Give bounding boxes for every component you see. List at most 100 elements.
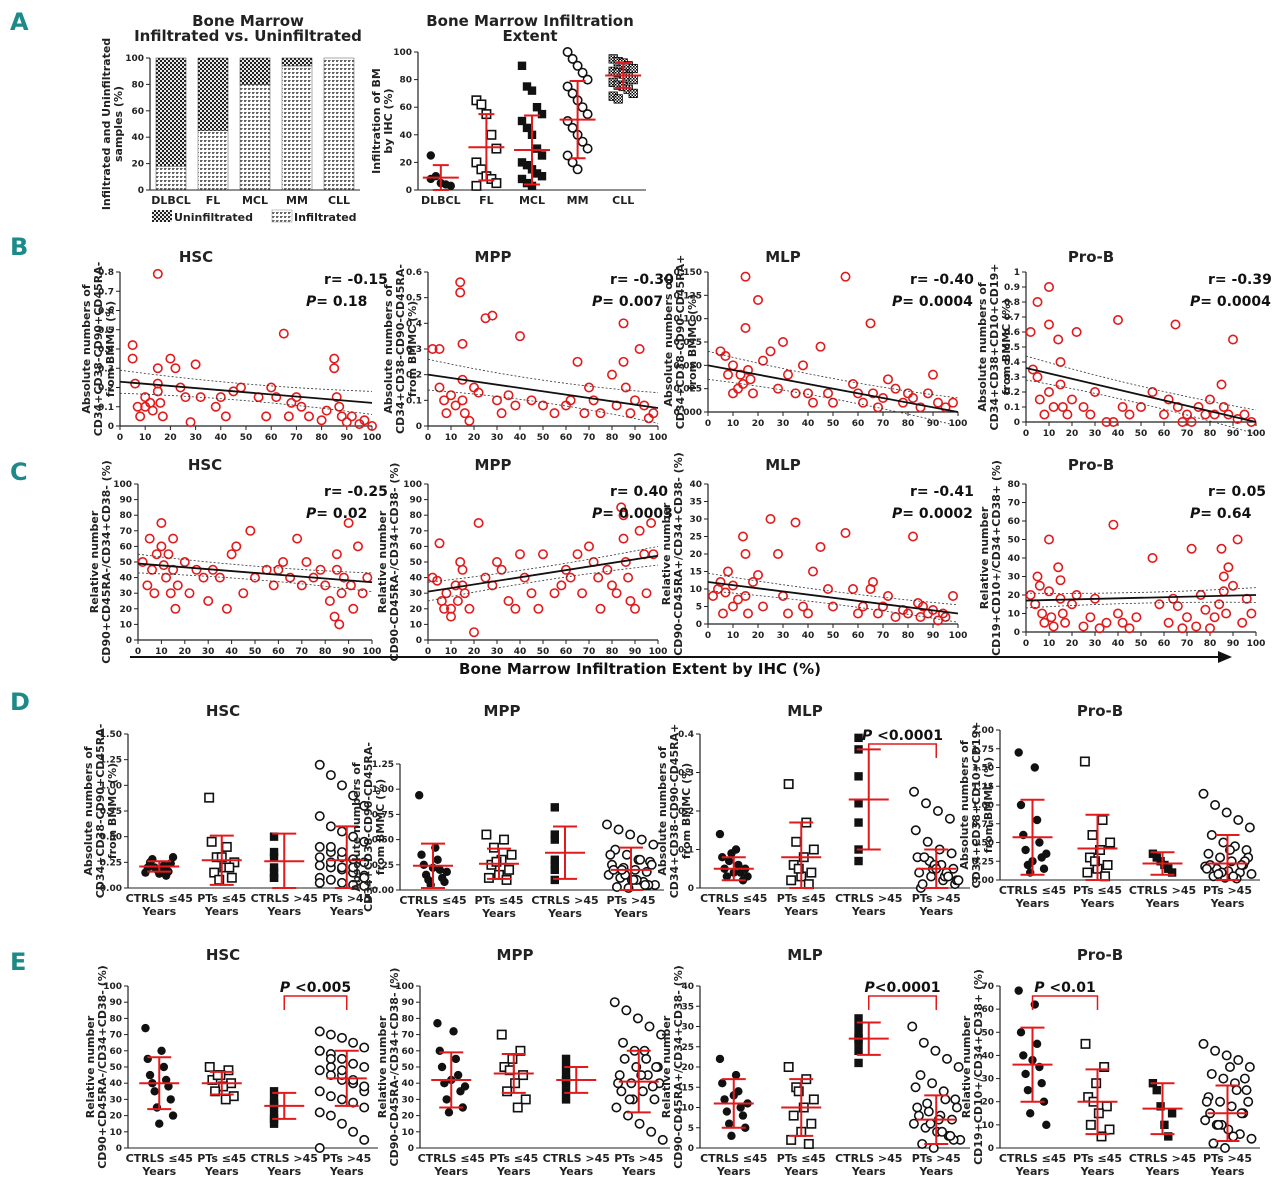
data-point [449, 1027, 458, 1036]
x-tick-label: 90 [1227, 639, 1240, 649]
data-point [220, 411, 231, 422]
data-point [797, 360, 808, 371]
y-tick-label: 1.25 [372, 760, 394, 770]
data-point [434, 538, 445, 549]
data-point [278, 556, 289, 567]
x-tick-label: 10 [445, 647, 458, 657]
bar-infiltrated [197, 130, 229, 191]
data-point [621, 849, 632, 860]
data-point [329, 611, 340, 622]
data-point [445, 611, 456, 622]
data-point [348, 603, 359, 614]
data-point [802, 608, 813, 619]
data-point [1016, 1028, 1026, 1037]
x-tick-label: 10 [1043, 429, 1056, 439]
data-point [510, 603, 521, 614]
y-axis-label: Relative numberCD19+CD10+/CD34+CD38+ (%) [960, 969, 985, 1165]
y-tick-label: 25 [689, 533, 702, 543]
x-tick-label: CLL [328, 194, 350, 207]
data-point [737, 531, 748, 542]
data-point [1228, 1131, 1239, 1142]
data-point [919, 852, 930, 863]
y-tick-label: 0 [1014, 418, 1020, 428]
data-point [1055, 379, 1066, 390]
panel-label-a: A [10, 8, 29, 36]
data-point [647, 1081, 658, 1092]
y-tick-label: 0.00 [100, 884, 122, 894]
y-tick-label: 0.8 [98, 268, 114, 278]
data-point [334, 401, 345, 412]
significance-label: P <0.0001 [862, 728, 943, 744]
data-point [127, 340, 138, 351]
significance-bracket [1031, 995, 1099, 1010]
y-tick-label: 80 [399, 76, 412, 86]
data-point [1218, 1073, 1229, 1084]
data-point [329, 353, 340, 364]
x-tick-label: 90 [629, 647, 642, 657]
data-point [808, 1094, 819, 1105]
data-point [640, 879, 651, 890]
x-tick-label: 90 [1227, 429, 1240, 439]
x-tick-label: CTRLS ≤45 Years [126, 1152, 193, 1178]
x-tick-label: CTRLS ≤45 Years [999, 1152, 1066, 1178]
y-tick-label: 0.75 [372, 810, 394, 820]
data-point [618, 356, 629, 367]
data-point [452, 595, 463, 606]
data-point [510, 1078, 521, 1089]
data-point [565, 395, 576, 406]
data-point [163, 549, 174, 560]
data-point [149, 588, 160, 599]
data-point [198, 572, 209, 583]
data-point [1039, 617, 1050, 628]
bar-uninfiltrated [155, 57, 187, 167]
data-point [629, 395, 640, 406]
data-point [303, 411, 314, 422]
y-tick-label: 0.5 [98, 326, 114, 336]
data-point [740, 548, 751, 559]
data-point [772, 383, 783, 394]
data-point [747, 388, 758, 399]
y-tick-label: 0.3 [1004, 373, 1020, 383]
data-point [1014, 748, 1023, 757]
data-point [285, 572, 296, 583]
y-tick-label: 70 [409, 527, 422, 537]
y-tick-label: 40 [681, 982, 694, 992]
data-point [1201, 863, 1212, 874]
x-tick-label: 20 [179, 647, 192, 657]
data-point [1021, 1069, 1030, 1079]
data-point [168, 853, 178, 862]
y-tick-label: 30 [681, 1023, 694, 1033]
x-tick-label: 70 [290, 433, 303, 443]
y-tick-label: 60 [119, 542, 132, 552]
chart-d1: HSC 0.00 0.25 0.50 0.75 1.00 1.25 1.50Absolute … [82, 702, 378, 918]
data-point [214, 572, 225, 583]
significance-bracket [283, 995, 348, 1010]
data-point [1160, 1120, 1169, 1130]
data-point [457, 338, 468, 349]
y-tick-label: 0.2 [1004, 388, 1020, 398]
data-point [840, 527, 851, 538]
y-tick-label: 10 [409, 620, 422, 630]
data-point [572, 356, 583, 367]
y-tick-label: 0.100 [674, 315, 702, 325]
y-tick-label: 70 [1007, 499, 1020, 509]
data-point [1108, 416, 1119, 427]
data-point [724, 1119, 734, 1128]
y-tick-label: 20 [109, 1112, 122, 1122]
shared-x-axis: Bone Marrow Infiltration Extent by IHC (… [130, 651, 1232, 678]
x-tick-label: 90 [341, 433, 354, 443]
data-point [915, 402, 926, 413]
data-point [707, 590, 718, 601]
data-point [231, 541, 242, 552]
x-tick-label: PTs ≤45 Years [489, 1152, 538, 1178]
data-point [628, 75, 638, 85]
data-point [1209, 612, 1220, 623]
y-tick-label: 0.6 [98, 307, 114, 317]
data-point [204, 792, 215, 803]
data-point [549, 588, 560, 599]
x-tick-label: PTs >45 Years [322, 892, 371, 918]
y-tick-label: 10 [109, 1128, 122, 1138]
x-tick-label: 70 [583, 647, 596, 657]
data-point [790, 517, 801, 528]
x-tick-label: 20 [468, 433, 481, 443]
